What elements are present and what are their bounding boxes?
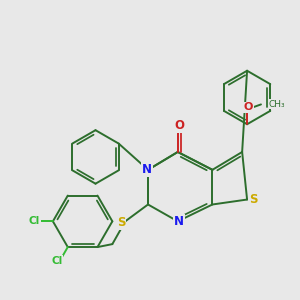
Text: N: N <box>174 215 184 228</box>
Text: S: S <box>249 193 257 206</box>
Text: S: S <box>117 216 125 229</box>
Text: CH₃: CH₃ <box>269 100 286 109</box>
Text: N: N <box>142 163 152 176</box>
Text: Cl: Cl <box>28 216 40 226</box>
Text: O: O <box>175 119 185 132</box>
Text: O: O <box>243 102 253 112</box>
Text: Cl: Cl <box>51 256 62 266</box>
